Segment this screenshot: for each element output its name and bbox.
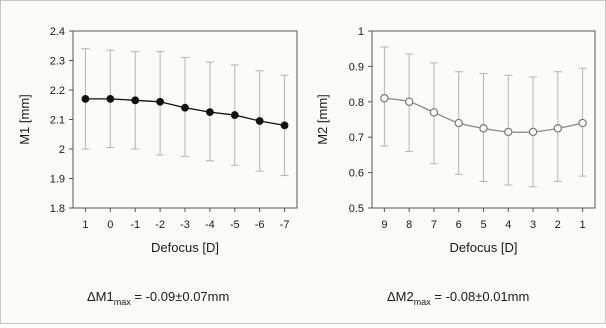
panel-1-data-point <box>131 96 140 105</box>
panel-1-y-axis-label: M1 [mm] <box>17 94 32 145</box>
panel-2-data-point <box>380 94 389 103</box>
panel-1-stat-value: = -0.09±0.07mm <box>131 289 230 304</box>
panel-1-data-point <box>156 97 165 106</box>
chart-canvas: 1.8 1.9 2 2.1 2.2 2.3 2.4 1 0 -1 -2 -3 -4 -5 -6 -7 Defoc… <box>17 26 596 307</box>
panel-1-y-tick-label: 2.2 <box>50 85 65 97</box>
panel-2-data-point <box>553 124 563 133</box>
panel-2-data-point <box>504 127 513 137</box>
panel-1-y-tick-label: 1.9 <box>50 174 65 186</box>
panel-1-stat-prefix: ΔM1 <box>87 289 114 304</box>
panel-1-data-point <box>280 121 289 130</box>
panel-1-x-tick-label: -6 <box>255 219 265 231</box>
panel-1-y-tick-label: 2.4 <box>50 26 65 38</box>
panel-1-stat-subscript: max <box>114 297 132 307</box>
panel-1-group: 1.8 1.9 2 2.1 2.2 2.3 2.4 1 0 -1 -2 -3 -4 -5 -6 -7 Defoc… <box>17 26 298 307</box>
panel-2-stat-value: = -0.08±0.01mm <box>431 289 530 304</box>
panel-2-x-tick-label: 5 <box>480 219 486 231</box>
panel-1-y-tick-label: 2 <box>59 144 65 156</box>
panel-2-x-tick-label: 9 <box>381 219 387 231</box>
panel-2-data-point <box>429 108 439 117</box>
panel-2-stat-annotation: ΔM2max = -0.08±0.01mm <box>387 289 529 307</box>
panel-1-y-tick-label: 2.1 <box>50 115 65 127</box>
panel-2-x-axis-label: Defocus [D] <box>450 240 518 255</box>
panel-2-data-point <box>578 118 587 128</box>
panel-1-x-tick-label: -3 <box>180 219 190 231</box>
panel-1-data-point <box>205 108 214 117</box>
panel-2-y-axis-label: M2 [mm] <box>315 94 330 145</box>
panel-2-y-tick-label: 0.9 <box>349 61 364 73</box>
panel-2-y-tick-label: 0.8 <box>349 97 364 109</box>
panel-1-data-point <box>181 103 189 112</box>
panel-2-x-tick-label: 7 <box>431 219 437 231</box>
panel-2-data-point <box>404 97 414 107</box>
panel-1-data-point <box>106 94 115 103</box>
panel-2-y-tick-label: 0.7 <box>349 132 364 144</box>
panel-1-x-tick-label: -5 <box>230 219 240 231</box>
panel-2-x-tick-label: 1 <box>580 219 586 231</box>
panel-1-data-point <box>230 111 239 119</box>
panel-1-x-tick-label: 1 <box>82 219 88 231</box>
panel-1-y-tick-label: 2.3 <box>50 56 65 68</box>
panel-2-data-point <box>528 127 538 137</box>
panel-2-y-tick-label: 0.5 <box>349 203 364 215</box>
panel-1-stat-annotation: ΔM1max = -0.09±0.07mm <box>87 289 229 307</box>
panel-1-y-tick-label: 1.8 <box>50 203 65 215</box>
panel-2-y-tick-label: 0.6 <box>349 168 364 180</box>
panel-1-x-tick-label: -2 <box>155 219 165 231</box>
panel-1-x-axis-label: Defocus [D] <box>151 240 219 255</box>
panel-2-stat-prefix: ΔM2 <box>387 289 414 304</box>
panel-1-x-tick-label: -7 <box>280 219 290 231</box>
panel-1-data-point <box>255 117 264 125</box>
panel-1-data-point <box>81 94 90 103</box>
panel-2-data-point <box>479 124 488 133</box>
panel-2-y-tick-label: 1 <box>358 26 364 38</box>
panel-2-x-tick-label: 2 <box>555 219 561 231</box>
panel-2-x-tick-label: 6 <box>456 219 462 231</box>
panel-1-x-tick-label: 0 <box>107 219 113 231</box>
panel-2-group: 0.5 0.6 0.7 0.8 0.9 1 9 8 7 6 5 4 3 2 1 Defocus [D] M2 [… <box>315 26 596 307</box>
panel-1-x-tick-label: -1 <box>130 219 140 231</box>
panel-2-data-point <box>454 118 463 128</box>
panel-2-stat-subscript: max <box>414 297 432 307</box>
panel-2-x-tick-label: 3 <box>530 219 536 231</box>
panel-2-x-tick-label: 8 <box>406 219 412 231</box>
panel-1-x-tick-label: -4 <box>205 219 215 231</box>
panel-2-x-tick-label: 4 <box>505 219 511 231</box>
